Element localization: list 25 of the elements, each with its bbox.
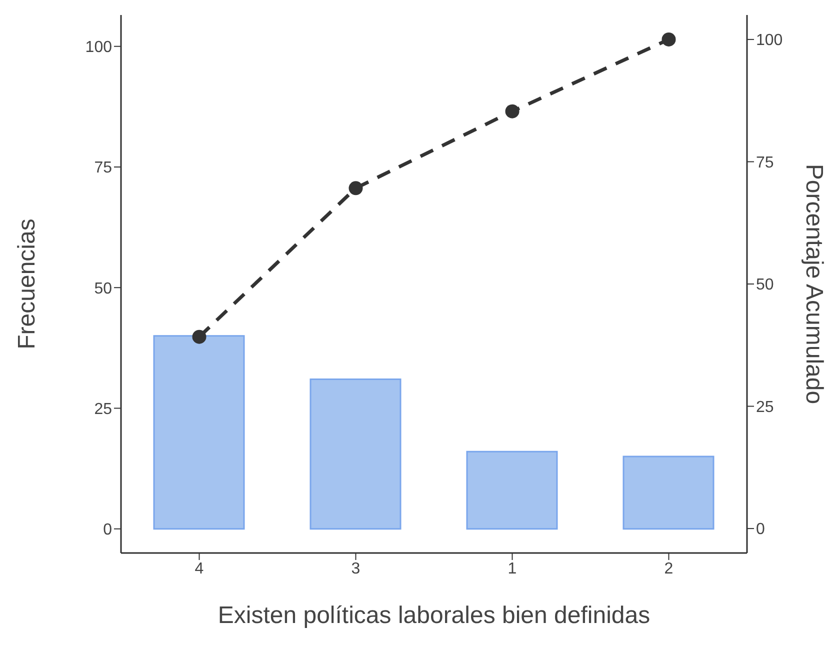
x-tick-label: 4 <box>194 560 204 578</box>
y2-axis-title: Porcentaje Acumulado <box>800 164 828 404</box>
point <box>192 330 206 344</box>
bar <box>153 335 245 530</box>
y-axis-title: Frecuencias <box>14 218 41 350</box>
bar <box>310 378 402 530</box>
y2-tick-label: 100 <box>756 32 783 50</box>
y-tick-label: 0 <box>103 522 112 539</box>
point <box>348 181 363 196</box>
x-tick-label: 3 <box>351 560 360 578</box>
y2-tick-label: 50 <box>756 276 774 294</box>
bar <box>622 456 714 530</box>
y-tick-label: 75 <box>94 160 112 177</box>
bar <box>466 450 558 530</box>
point <box>662 32 676 46</box>
y2-tick-label: 75 <box>756 154 774 172</box>
y-tick-label: 25 <box>94 400 112 418</box>
x-tick-label: 1 <box>508 560 517 578</box>
y2-tick-label: 0 <box>756 521 765 538</box>
y-tick-label: 100 <box>85 39 112 56</box>
x-axis-title: Existen políticas laborales bien definidas <box>218 602 650 629</box>
y-tick-label: 50 <box>94 280 112 298</box>
point <box>505 104 520 118</box>
x-tick-label: 2 <box>664 560 674 578</box>
y2-tick-label: 25 <box>756 398 774 416</box>
